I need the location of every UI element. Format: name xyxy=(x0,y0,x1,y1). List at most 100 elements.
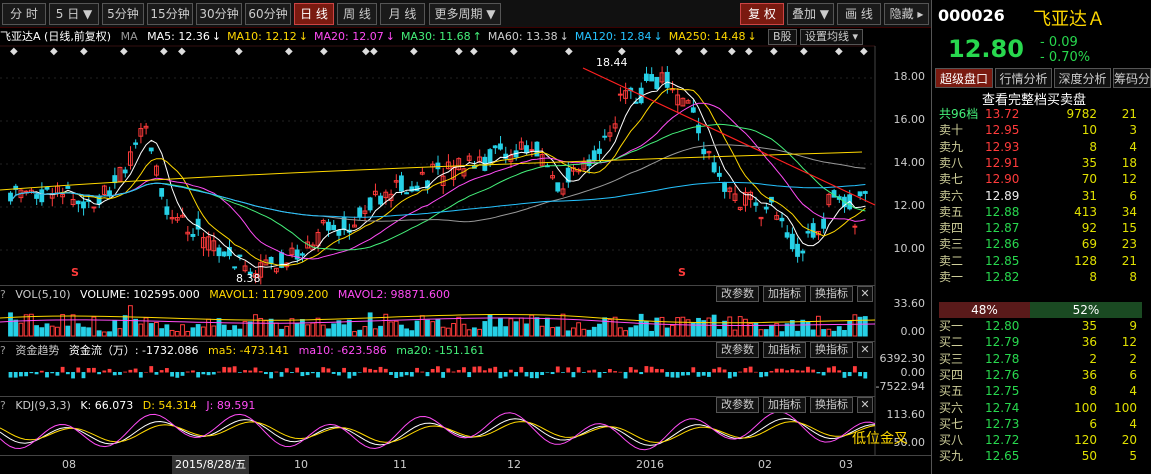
order-book-row[interactable]: 买九 12.65 50 5 xyxy=(939,448,1139,464)
order-book-row[interactable]: 买五 12.75 8 4 xyxy=(939,383,1139,399)
period-button-30min[interactable]: 30分钟 xyxy=(196,3,242,25)
fund-tick: 0.00 xyxy=(900,366,926,379)
order-book-row[interactable]: 买二 12.79 36 12 xyxy=(939,334,1139,350)
order-book-row[interactable]: 买六 12.74 100 100 xyxy=(939,400,1139,416)
candle-body xyxy=(232,266,238,269)
change-params-button[interactable]: 改参数 xyxy=(716,397,759,413)
change-params-button[interactable]: 改参数 xyxy=(716,286,759,302)
period-button-5min[interactable]: 5分钟 xyxy=(102,3,144,25)
add-indicator-button[interactable]: 加指标 xyxy=(763,342,806,358)
period-button-weekly[interactable]: 周 线 xyxy=(337,3,377,25)
volume-bar xyxy=(748,323,754,337)
signal-marker: S xyxy=(678,266,686,279)
kdj-k-value: K: 66.073 xyxy=(80,399,134,412)
order-label: 买七 xyxy=(939,416,964,431)
switch-indicator-button[interactable]: 换指标 xyxy=(810,397,853,413)
volume-bar xyxy=(65,325,71,337)
volume-bar xyxy=(654,317,660,337)
volume-bar xyxy=(232,325,238,337)
volume-bar xyxy=(258,317,264,337)
order-label: 卖七 xyxy=(939,172,964,187)
candle-body xyxy=(258,262,264,278)
order-vol: 120 xyxy=(1074,433,1097,448)
candle-body xyxy=(690,107,696,113)
order-book-row[interactable]: 买一 12.80 35 9 xyxy=(939,318,1139,334)
volume-bar xyxy=(769,324,774,337)
close-pane-icon[interactable]: ✕ xyxy=(857,286,873,302)
close-pane-icon[interactable]: ✕ xyxy=(857,342,873,358)
candle-body xyxy=(357,207,363,217)
change-params-button[interactable]: 改参数 xyxy=(716,342,759,358)
ma-legend-item: MA20: 12.07 xyxy=(314,30,384,43)
full-book-link[interactable]: 查看完整档买卖盘 xyxy=(982,93,1087,108)
order-book-row[interactable]: 卖二 12.85 128 21 xyxy=(939,253,1139,269)
close-pane-icon[interactable]: ✕ xyxy=(857,397,873,413)
volume-bar xyxy=(159,328,165,337)
overlay-dropdown[interactable]: 叠加 ▼ xyxy=(787,3,834,25)
order-book-row[interactable]: 卖八 12.91 35 18 xyxy=(939,155,1139,171)
candle-body xyxy=(372,190,378,196)
more-periods-dropdown[interactable]: 更多周期 ▼ xyxy=(429,3,501,25)
order-book-total-row[interactable]: 共96档 13.72 9782 21 xyxy=(939,106,1139,122)
order-book-row[interactable]: 买四 12.76 36 6 xyxy=(939,367,1139,383)
fund-bar xyxy=(71,372,75,379)
order-book-row[interactable]: 卖七 12.90 70 12 xyxy=(939,171,1139,187)
switch-indicator-button[interactable]: 换指标 xyxy=(810,342,853,358)
volume-tick: 0.00 xyxy=(900,325,926,338)
order-cnt: 21 xyxy=(1121,253,1137,268)
order-book-row[interactable]: 卖一 12.82 8 8 xyxy=(939,269,1139,285)
volume-bar xyxy=(185,330,191,337)
adjust-price-button[interactable]: 复 权 xyxy=(740,3,784,25)
set-ma-button[interactable]: 设置均线 ▾ xyxy=(800,29,864,45)
fund-bar xyxy=(467,372,472,378)
tab-deep-analysis[interactable]: 深度分析 xyxy=(1054,68,1111,88)
volume-bar xyxy=(623,330,628,337)
order-book-row[interactable]: 卖十 12.95 10 3 xyxy=(939,122,1139,138)
draw-line-button[interactable]: 画 线 xyxy=(837,3,881,25)
candle-body xyxy=(91,206,97,209)
order-cnt: 6 xyxy=(1129,367,1137,382)
order-label: 卖四 xyxy=(939,221,964,236)
tab-super-quote[interactable]: 超级盘口 xyxy=(935,68,993,88)
volume-bar xyxy=(685,319,691,337)
switch-indicator-button[interactable]: 换指标 xyxy=(810,286,853,302)
candle-body xyxy=(378,195,383,205)
period-button-15min[interactable]: 15分钟 xyxy=(147,3,193,25)
fund-bar xyxy=(847,372,852,377)
order-book-row[interactable]: 卖六 12.89 31 6 xyxy=(939,188,1139,204)
tab-chips[interactable]: 筹码分 xyxy=(1113,68,1151,88)
tab-market-analysis[interactable]: 行情分析 xyxy=(995,68,1052,88)
period-button-monthly[interactable]: 月 线 xyxy=(380,3,425,25)
order-book-row[interactable]: 卖九 12.93 8 4 xyxy=(939,139,1139,155)
order-book-row[interactable]: 买七 12.73 6 4 xyxy=(939,416,1139,432)
volume-bar xyxy=(8,312,13,337)
price-tick: 18.00 xyxy=(893,70,926,83)
order-book-row[interactable]: 买三 12.78 2 2 xyxy=(939,351,1139,367)
order-book-row[interactable]: 卖三 12.86 69 23 xyxy=(939,236,1139,252)
date-tick: 2016 xyxy=(636,458,664,471)
candle-body xyxy=(242,265,248,272)
b-share-button[interactable]: B股 xyxy=(768,29,797,45)
order-cnt: 9 xyxy=(1129,319,1137,333)
period-button-5day[interactable]: 5 日 ▼ xyxy=(49,3,99,25)
period-button-timeshare[interactable]: 分 时 xyxy=(2,3,46,25)
candle-body xyxy=(393,180,399,183)
order-book-row[interactable]: 卖五 12.88 413 34 xyxy=(939,204,1139,220)
volume-bar xyxy=(352,331,357,337)
volume-bar xyxy=(670,324,675,337)
order-book-row[interactable]: 买八 12.72 120 20 xyxy=(939,432,1139,448)
ma-line xyxy=(10,102,866,260)
order-book-row[interactable]: 卖四 12.87 92 15 xyxy=(939,220,1139,236)
fund-bar xyxy=(284,368,289,373)
fund-bar xyxy=(628,367,633,373)
volume-bar xyxy=(800,319,806,337)
volume-bar xyxy=(414,320,420,337)
candle-body xyxy=(722,182,727,192)
add-indicator-button[interactable]: 加指标 xyxy=(763,286,806,302)
volume-bar xyxy=(597,323,602,337)
period-button-60min[interactable]: 60分钟 xyxy=(245,3,291,25)
add-indicator-button[interactable]: 加指标 xyxy=(763,397,806,413)
fund-bar xyxy=(545,372,550,373)
period-button-daily[interactable]: 日 线 xyxy=(294,3,334,25)
hide-button[interactable]: 隐藏 ▸ xyxy=(884,3,929,25)
